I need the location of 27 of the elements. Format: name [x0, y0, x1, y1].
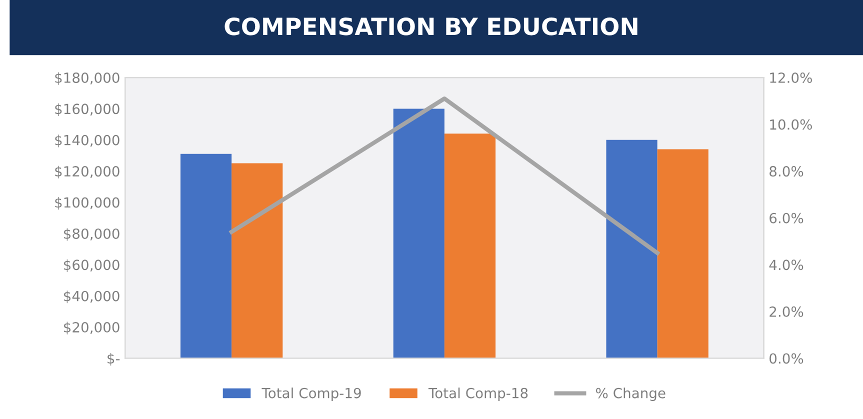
y2-tick-label: 4.0% [769, 260, 804, 270]
y2-tick-label: 2.0% [770, 306, 804, 317]
y2-tick-label: 0.0% [770, 353, 804, 364]
legend-label: % Change [596, 388, 666, 402]
y-tick-label: $40,000 [64, 290, 120, 304]
y-tick-label: $60,000 [64, 259, 120, 272]
bar [444, 134, 496, 358]
bar [606, 140, 658, 358]
y2-tick-label: 8.0% [770, 166, 804, 177]
legend-label: Total Comp-19 [262, 388, 361, 402]
y-tick-label: $- [108, 352, 120, 366]
y2-tick-label: 6.0% [770, 212, 804, 224]
y-tick-label: $20,000 [64, 322, 120, 334]
y-tick-label: $80,000 [64, 228, 120, 241]
bar [232, 163, 283, 358]
y2-tick-label: 10.0% [770, 119, 812, 130]
bar [657, 149, 708, 358]
y2-tick-label: 12.0% [770, 72, 812, 83]
chart-title: COMPENSATION BY EDUCATION [224, 17, 638, 36]
bar [393, 108, 444, 358]
y-tick-label: $120,000 [55, 166, 120, 178]
y-tick-label: $160,000 [55, 103, 120, 116]
y-tick-label: $180,000 [55, 72, 120, 85]
y-tick-label: $140,000 [55, 134, 120, 148]
y-tick-label: $100,000 [55, 197, 120, 210]
bar [180, 154, 232, 358]
legend-label: Total Comp-18 [428, 388, 528, 402]
